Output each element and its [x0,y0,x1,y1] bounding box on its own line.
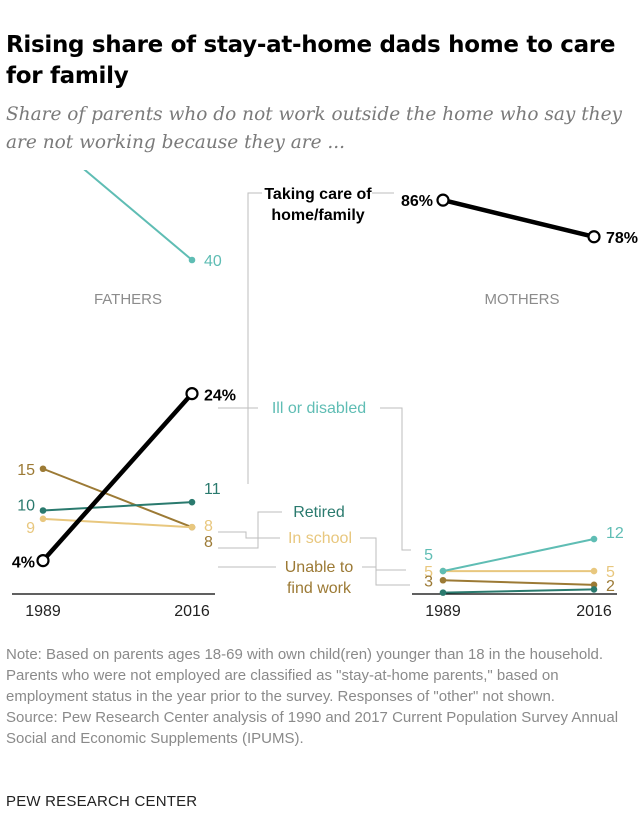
value-label-mothers-taking-care-of-home-family: 78% [606,230,638,247]
source-text: Source: Pew Research Center analysis of … [6,709,619,747]
series-line-fathers-ill-or-disabled [83,170,193,261]
data-point [439,567,447,575]
category-label-line: Ill or disabled [272,400,366,417]
panel-header-mothers: MOTHERS [485,291,560,308]
category-label-unable-to-find-work: Unable to find work [285,559,354,597]
value-label-fathers-unable-to-find-work: 8 [204,534,213,551]
series-line-mothers-taking-care-of-home-family [442,197,595,239]
value-label-fathers-retired: 11 [204,481,221,498]
chart-title: Rising share of stay-at-home dads home t… [6,32,616,89]
value-label-fathers-in-school: 9 [26,520,35,537]
category-label-line: Unable to [285,559,354,576]
data-point [39,515,47,523]
chart-subtitle: Share of parents who do not work outside… [6,104,622,153]
connector-line-5 [218,566,410,586]
value-label-mothers-ill-or-disabled: 5 [424,547,433,564]
series-line-fathers-retired [42,501,193,512]
value-label-fathers-unable-to-find-work: 15 [17,462,35,479]
x-tick-label: 2016 [576,603,612,620]
data-point [39,465,47,473]
data-point [188,523,196,531]
data-point [39,507,47,514]
data-point [436,193,450,207]
data-point [590,567,598,575]
chart-notes: Note: Based on parents ages 18-69 with o… [6,644,634,749]
value-label-fathers-in-school: 8 [204,518,213,535]
series-line-mothers-ill-or-disabled [442,538,595,573]
series-line-mothers-retired [442,588,595,594]
category-label-line: home/family [271,207,364,224]
x-tick-label: 1989 [25,603,61,620]
value-label-mothers-ill-or-disabled: 12 [606,525,624,542]
value-label-fathers-retired: 10 [17,498,35,515]
category-label-line: Retired [293,504,345,521]
category-label-in-school: In school [288,530,352,547]
connector-line-4 [218,531,406,571]
connector-line-3 [218,511,282,549]
value-label-fathers-ill-or-disabled: 40 [204,253,222,270]
series-line-mothers-unable-to-find-work [442,579,595,586]
category-label-ill-or-disabled: Ill or disabled [272,400,366,417]
value-label-mothers-in-school: 5 [606,564,615,581]
value-label-mothers-taking-care-of-home-family: 86% [401,193,433,210]
data-point [590,581,598,589]
category-label-line: find work [287,580,352,597]
series-line-fathers-unable-to-find-work [42,467,193,529]
value-label-mothers-unable-to-find-work: 3 [424,573,433,590]
data-point [439,576,447,584]
series-line-fathers-in-school [42,517,193,529]
category-label-line: In school [288,530,352,547]
category-label-taking-care-of-home-family: Taking care of home/family [264,186,372,224]
panel-header-fathers: FATHERS [94,291,162,308]
data-point [439,589,447,596]
category-label-line: Taking care of [264,186,372,203]
value-label-mothers-in-school: 5 [424,564,433,581]
data-point [185,387,199,401]
connector-line-2 [218,407,411,551]
value-label-fathers-taking-care-of-home-family: 24% [204,388,236,405]
value-label-fathers-taking-care-of-home-family: 4% [12,555,35,572]
data-point [188,256,196,264]
value-label-mothers-unable-to-find-work: 2 [606,578,615,595]
note-text: Note: Based on parents ages 18-69 with o… [6,646,604,705]
data-point [587,230,601,244]
slope-chart: FATHERSMOTHERS19892016198920164%24%55401… [12,170,638,620]
data-point [188,498,196,506]
x-tick-label: 1989 [425,603,461,620]
connector-line-1 [247,192,262,484]
data-point [590,535,598,543]
brand-footer: PEW RESEARCH CENTER [6,793,198,810]
series-line-fathers-taking-care-of-home-family [41,392,194,563]
data-point [36,553,50,568]
x-tick-label: 2016 [174,603,210,620]
data-point [590,586,598,593]
category-label-retired: Retired [293,504,345,521]
